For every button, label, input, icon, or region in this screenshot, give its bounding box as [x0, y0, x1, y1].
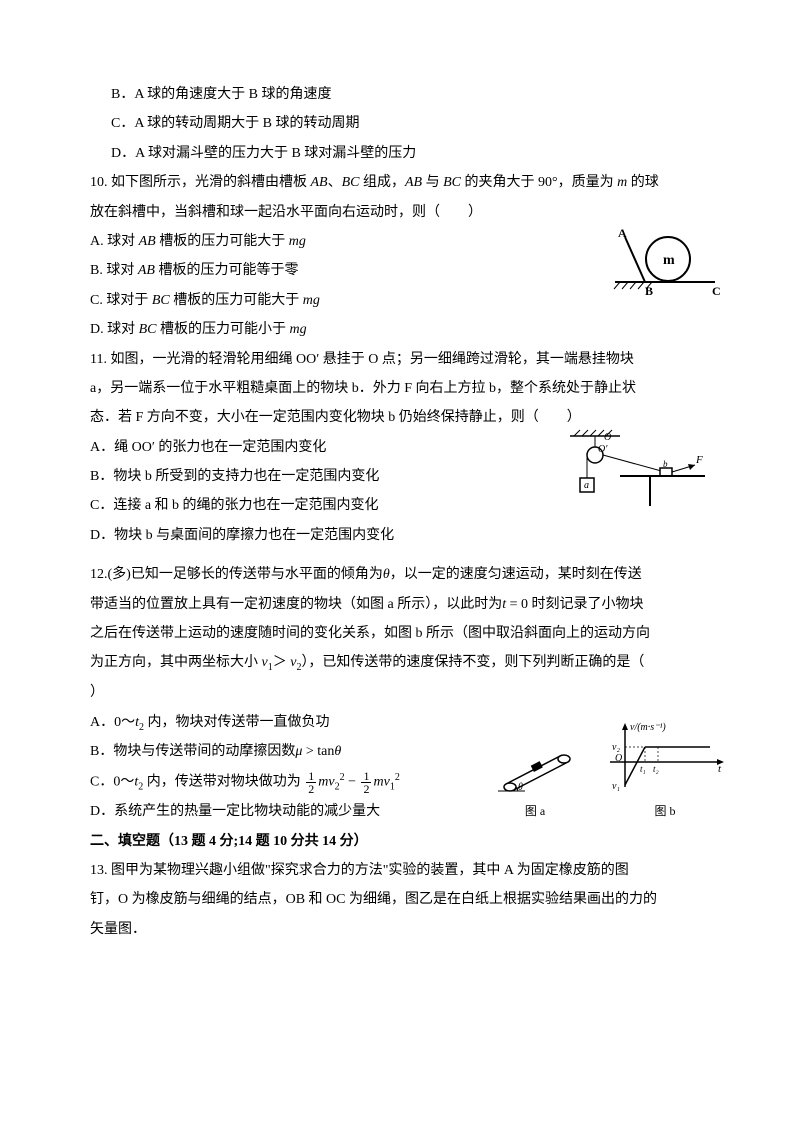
q11-option-a: A．绳 OO′ 的张力也在一定范围内变化 O — [90, 433, 710, 462]
fraction: 12 — [361, 770, 371, 795]
text: θ — [334, 744, 341, 759]
q12-stem-line2: 带适当的位置放上具有一定初速度的物块（如图 a 所示），以此时为t = 0 时刻… — [90, 590, 710, 619]
text: C．0～ — [90, 774, 134, 789]
text: A. 球对 — [90, 234, 139, 249]
text: > tan — [302, 744, 334, 759]
text: 槽板的压力可能小于 — [157, 322, 290, 337]
q11-option-b: B．物块 b 所受到的支持力也在一定范围内变化 — [90, 462, 710, 491]
text: A．绳 OO′ 的张力也在一定范围内变化 — [90, 440, 326, 455]
svg-text:t: t — [718, 763, 722, 775]
text: C. 球对于 — [90, 293, 152, 308]
text: 槽板的压力可能大于 — [156, 234, 289, 249]
text: ＞ — [273, 655, 291, 670]
text: 2 — [395, 772, 400, 783]
text: BC — [152, 293, 170, 308]
text: 内，传送带对物块做功为 — [143, 774, 301, 789]
q10-option-c: C. 球对于 BC 槽板的压力可能大于 mg — [90, 286, 710, 315]
q13-stem-line2: 钉，O 为橡皮筋与细绳的结点，OB 和 OC 为细绳，图乙是在白纸上根据实验结果… — [90, 885, 710, 914]
svg-text:v/(m·s⁻¹): v/(m·s⁻¹) — [630, 722, 666, 733]
q12-stem-line5: ） — [90, 678, 710, 707]
text: 内，物块对传送带一直做负功 — [144, 715, 330, 730]
text: ），已知传送带的速度保持不变，则下列判断正确的是（ — [301, 655, 644, 670]
text: 槽板的压力可能大于 — [170, 293, 303, 308]
q10-option-a: A. 球对 AB 槽板的压力可能大于 mg A B C m — [90, 227, 710, 256]
text: 、 — [328, 175, 342, 190]
q13-stem-line1: 13. 图甲为某物理兴趣小组做"探究求合力的方法"实验的装置，其中 A 为固定橡… — [90, 856, 710, 885]
text: B．物块与传送带间的动摩擦因数 — [90, 744, 295, 759]
svg-text:O: O — [604, 432, 611, 443]
svg-text:A: A — [618, 227, 627, 240]
svg-text:v₂: v₂ — [612, 742, 620, 753]
q10-stem-line1: 10. 如下图所示，光滑的斜槽由槽板 AB、BC 组成，AB 与 BC 的夹角大… — [90, 168, 710, 197]
q11-option-d: D．物块 b 与桌面间的摩擦力也在一定范围内变化 — [90, 521, 710, 550]
text: θ — [383, 567, 390, 582]
q9-option-b: B．A 球的角速度大于 B 球的角速度 — [90, 80, 710, 109]
q9-option-d: D．A 球对漏斗壁的压力大于 B 球对漏斗壁的压力 — [90, 139, 710, 168]
fraction: 12 — [306, 770, 316, 795]
text: 为正方向，其中两坐标大小 — [90, 655, 262, 670]
text: = 0 时刻记录了小物块 — [506, 597, 643, 612]
text-bc: BC — [443, 175, 461, 190]
text: m — [373, 774, 383, 789]
text-ab: AB — [405, 175, 422, 190]
q10-stem-line2: 放在斜槽中，当斜槽和球一起沿水平面向右运动时，则（ ） — [90, 198, 710, 227]
text: mg — [303, 293, 320, 308]
text: AB — [138, 263, 155, 278]
text: mg — [289, 234, 306, 249]
q11-stem-line1: 11. 如图，一光滑的轻滑轮用细绳 OO′ 悬挂于 O 点；另一细绳跨过滑轮，其… — [90, 345, 710, 374]
text: 12.(多)已知一足够长的传送带与水平面的倾角为 — [90, 567, 383, 582]
section-2-title: 二、填空题（13 题 4 分;14 题 10 分共 14 分） — [90, 827, 710, 856]
text: 带适当的位置放上具有一定初速度的物块（如图 a 所示），以此时为 — [90, 597, 502, 612]
text: AB — [139, 234, 156, 249]
text: 的球 — [627, 175, 659, 190]
q11-stem-line2: a，另一端系一位于水平粗糙桌面上的物块 b．外力 F 向右上方拉 b，整个系统处… — [90, 374, 710, 403]
text: B. 球对 — [90, 263, 138, 278]
text: 10. 如下图所示，光滑的斜槽由槽板 — [90, 175, 311, 190]
q12-stem-line4: 为正方向，其中两坐标大小 v1＞ v2），已知传送带的速度保持不变，则下列判断正… — [90, 648, 710, 678]
q12-option-b: B．物块与传送带间的动摩擦因数μ > tanθ θ 图 a — [90, 737, 710, 766]
text-m: m — [617, 175, 627, 190]
text: 的夹角大于 90°，质量为 — [461, 175, 617, 190]
svg-text:O′: O′ — [598, 444, 608, 455]
text: 组成， — [360, 175, 406, 190]
text: m — [318, 774, 328, 789]
q12-stem-line3: 之后在传送带上运动的速度随时间的变化关系，如图 b 所示（图中取沿斜面向上的运动… — [90, 619, 710, 648]
text: 槽板的压力可能等于零 — [155, 263, 299, 278]
q12-stem-line1: 12.(多)已知一足够长的传送带与水平面的倾角为θ，以一定的速度匀速运动，某时刻… — [90, 560, 710, 589]
q10-option-d: D. 球对 BC 槽板的压力可能小于 mg — [90, 315, 710, 344]
q10-option-b: B. 球对 AB 槽板的压力可能等于零 — [90, 256, 710, 285]
q12-option-c: C．0～t2 内，传送带对物块做功为 12mv22 − 12mv12 — [90, 767, 710, 797]
svg-text:C: C — [712, 284, 721, 297]
text: − — [345, 774, 360, 789]
svg-text:O: O — [615, 753, 622, 764]
text: ，以一定的速度匀速运动，某时刻在传送 — [390, 567, 642, 582]
q12-option-d: D．系统产生的热量一定比物块动能的减少量大 — [90, 797, 710, 826]
q11-option-c: C．连接 a 和 b 的绳的张力也在一定范围内变化 — [90, 491, 710, 520]
text-bc: BC — [342, 175, 360, 190]
spacer — [90, 550, 710, 560]
text: D. 球对 — [90, 322, 139, 337]
text: A．0～ — [90, 715, 135, 730]
q13-stem-line3: 矢量图． — [90, 915, 710, 944]
text: mg — [290, 322, 307, 337]
text: 2 — [335, 781, 340, 792]
exam-page: B．A 球的角速度大于 B 球的角速度 C．A 球的转动周期大于 B 球的转动周… — [0, 0, 800, 984]
text: BC — [139, 322, 157, 337]
text-ab: AB — [311, 175, 328, 190]
text: 与 — [422, 175, 443, 190]
q9-option-c: C．A 球的转动周期大于 B 球的转动周期 — [90, 109, 710, 138]
